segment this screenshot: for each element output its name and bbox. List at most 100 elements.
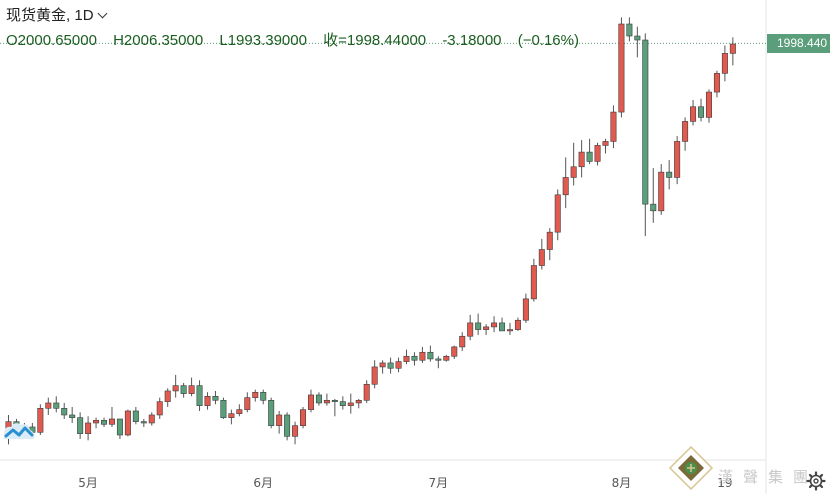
candle-42 — [339, 396, 346, 410]
candle-body — [618, 23, 625, 113]
candle-body — [690, 106, 697, 122]
candle-75 — [602, 138, 609, 154]
chevron-down-icon[interactable] — [97, 8, 107, 19]
candle-91 — [729, 37, 736, 66]
candle-90 — [721, 45, 728, 82]
watermark-text: 漢聲集團 — [718, 468, 819, 486]
candle-16 — [132, 406, 139, 425]
candle-38 — [307, 389, 314, 413]
candle-44 — [355, 398, 362, 409]
candle-85 — [682, 117, 689, 151]
candle-body — [530, 265, 537, 300]
candle-body — [148, 414, 155, 424]
watermark-emblem-icon — [668, 445, 714, 491]
candle-88 — [705, 89, 712, 123]
candle-78 — [626, 17, 633, 42]
candle-22 — [180, 382, 187, 398]
candle-body — [61, 407, 68, 416]
candle-body — [467, 322, 474, 337]
candle-body — [562, 177, 569, 196]
candle-27 — [220, 397, 227, 419]
candle-24 — [196, 380, 203, 411]
candle-64 — [514, 317, 521, 331]
candle-body — [610, 111, 617, 142]
candle-body — [570, 166, 577, 178]
candle-15 — [124, 409, 131, 437]
candle-86 — [690, 100, 697, 126]
candle-body — [244, 397, 251, 410]
candle-8 — [69, 406, 76, 423]
candle-body — [705, 91, 712, 118]
candle-34 — [276, 410, 283, 434]
candle-body — [411, 355, 418, 361]
x-axis-ticks: 5月 6月 7月 8月 19 — [78, 476, 732, 490]
tradingview-logo-icon[interactable] — [2, 420, 36, 442]
candle-13 — [108, 406, 115, 427]
candle-body — [172, 385, 179, 392]
candle-36 — [292, 421, 299, 445]
settings-gear-icon[interactable] — [806, 471, 826, 491]
candle-9 — [77, 412, 84, 439]
candle-55 — [443, 354, 450, 362]
candle-35 — [284, 412, 291, 441]
candle-76 — [610, 105, 617, 149]
symbol-title-row[interactable]: 现货黄金, 1D — [6, 4, 107, 25]
candle-body — [69, 414, 76, 418]
candle-body — [578, 151, 585, 168]
candle-body — [483, 326, 490, 330]
candle-66 — [530, 258, 537, 302]
candle-body — [260, 391, 267, 401]
candle-14 — [116, 418, 123, 439]
candle-body — [642, 39, 649, 205]
low-value: L1993.39000 — [219, 32, 307, 49]
candle-89 — [713, 70, 720, 98]
candle-25 — [204, 392, 211, 410]
candle-73 — [586, 138, 593, 165]
candle-52 — [419, 346, 426, 363]
candle-body — [45, 402, 52, 409]
candle-body — [220, 399, 227, 418]
candle-65 — [522, 293, 529, 323]
candle-28 — [228, 409, 235, 425]
candle-body — [339, 401, 346, 406]
candle-51 — [411, 352, 418, 366]
candle-81 — [650, 168, 657, 223]
candle-body — [108, 418, 115, 425]
candle-59 — [475, 313, 482, 335]
candle-77 — [618, 17, 625, 118]
candle-33 — [268, 397, 275, 429]
candle-body — [491, 322, 498, 328]
candle-body — [140, 421, 147, 424]
candle-87 — [698, 98, 705, 122]
candle-body — [546, 231, 553, 250]
candle-63 — [506, 322, 513, 335]
candle-body — [37, 407, 44, 433]
candle-72 — [578, 140, 585, 178]
candle-body — [459, 335, 466, 348]
candle-body — [101, 420, 108, 425]
candle-body — [268, 399, 275, 426]
candle-body — [698, 106, 705, 118]
candle-39 — [315, 392, 322, 406]
candle-body — [602, 141, 609, 146]
candle-body — [77, 417, 84, 434]
candle-body — [387, 362, 394, 369]
candle-body — [650, 203, 657, 212]
candle-11 — [93, 417, 100, 429]
high-value: H2006.35000 — [113, 32, 204, 49]
candle-54 — [435, 356, 442, 369]
change-percent: (−0.16%) — [517, 32, 579, 49]
candle-69 — [554, 189, 561, 241]
candle-20 — [164, 388, 171, 407]
candle-10 — [85, 416, 92, 441]
candle-40 — [323, 393, 330, 406]
candle-body — [116, 418, 123, 436]
candle-21 — [172, 374, 179, 398]
candle-body — [180, 385, 187, 394]
candle-body — [522, 298, 529, 321]
candle-body — [228, 413, 235, 418]
candle-83 — [666, 160, 673, 190]
candle-body — [626, 23, 633, 37]
x-tick-label: 8月 — [612, 476, 632, 490]
